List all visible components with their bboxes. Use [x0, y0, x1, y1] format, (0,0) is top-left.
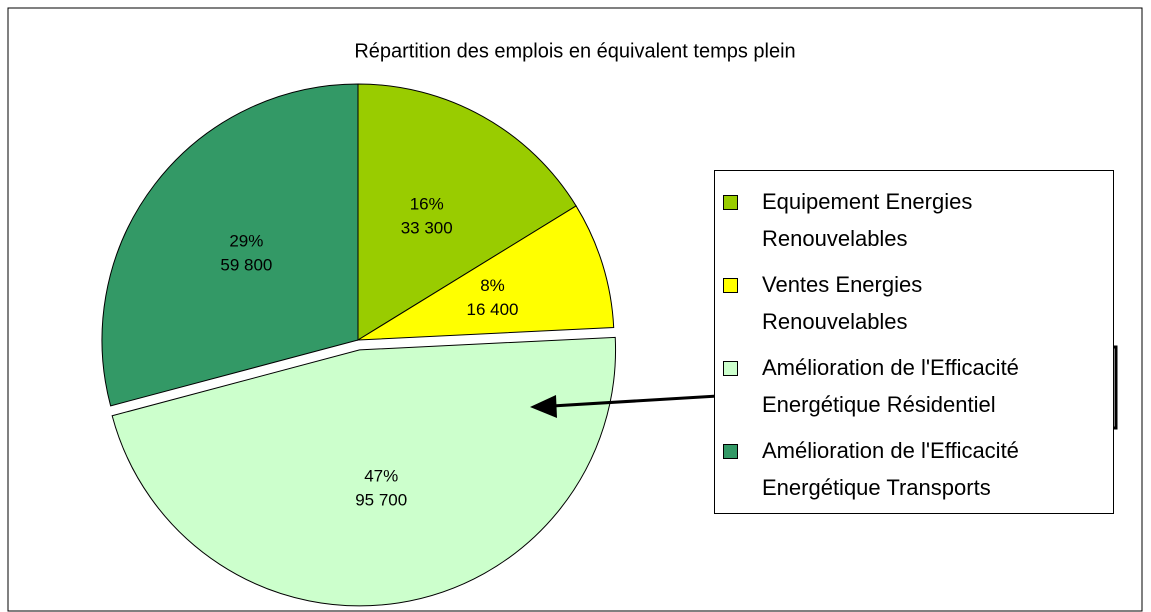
annotation [530, 394, 719, 418]
legend: Equipement Energies Renouvelables Ventes … [714, 170, 1114, 514]
legend-label: Amélioration de l'Efficacité Energétique… [762, 355, 1019, 417]
legend-label: Equipement Energies Renouvelables [762, 189, 973, 251]
legend-label: Ventes Energies Renouvelables [762, 272, 923, 334]
share-label: 47% [364, 466, 398, 485]
chart-title: Répartition des emplois en équivalent te… [354, 40, 795, 62]
pie-slice [357, 83, 577, 341]
share-label: 29% [229, 232, 263, 251]
share-label: 16% [410, 195, 444, 214]
value-label: 16 400 [467, 300, 519, 319]
legend-swatch [723, 361, 738, 376]
arrow-head [530, 395, 557, 418]
value-label: 33 300 [401, 219, 453, 238]
pie-slice [357, 205, 615, 341]
share-label: 8% [480, 276, 505, 295]
pie-slice [101, 83, 359, 407]
legend-swatch [723, 444, 738, 459]
value-label: 95 700 [355, 490, 407, 509]
legend-label: Amélioration de l'Efficacité Energétique… [762, 438, 1019, 500]
legend-swatch [723, 278, 738, 293]
arrow-line [551, 394, 719, 408]
pie-slice [111, 336, 617, 607]
legend-swatch [723, 195, 738, 210]
value-label: 59 800 [220, 256, 272, 275]
